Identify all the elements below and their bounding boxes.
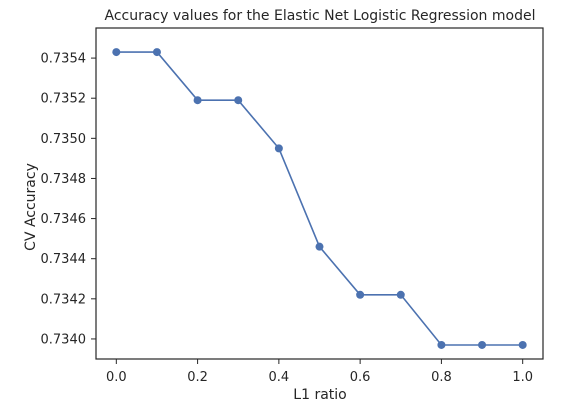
data-point bbox=[356, 290, 365, 299]
y-tick-label: 0.7340 bbox=[41, 332, 87, 347]
x-tick-label: 0.0 bbox=[106, 370, 127, 385]
data-point bbox=[274, 144, 283, 153]
data-point bbox=[112, 48, 121, 57]
y-tick-label: 0.7346 bbox=[41, 212, 87, 227]
y-axis: 0.7340 0.7342 0.7344 0.7346 0.7348 0.7350 0.73… bbox=[41, 52, 96, 347]
y-tick-label: 0.7352 bbox=[41, 92, 87, 107]
series-line bbox=[116, 51, 523, 346]
x-axis: 0.0 0.2 0.4 0.6 0.8 1.0 bbox=[106, 359, 533, 385]
y-tick-label: 0.7348 bbox=[41, 172, 87, 187]
x-tick-label: 0.2 bbox=[187, 370, 208, 385]
data-point bbox=[437, 340, 446, 349]
y-axis-label: CV Accuracy bbox=[23, 163, 39, 251]
x-tick-label: 0.4 bbox=[269, 370, 290, 385]
data-point bbox=[478, 340, 487, 349]
data-point bbox=[234, 96, 243, 105]
data-point bbox=[518, 340, 527, 349]
x-axis-label: L1 ratio bbox=[293, 387, 346, 403]
plot-frame bbox=[95, 27, 544, 360]
y-tick-label: 0.7354 bbox=[41, 52, 87, 67]
series-layer bbox=[112, 48, 527, 349]
x-tick-label: 1.0 bbox=[512, 370, 533, 385]
x-tick-label: 0.8 bbox=[431, 370, 452, 385]
data-point bbox=[315, 242, 324, 251]
chart-title: Accuracy values for the Elastic Net Logi… bbox=[105, 8, 536, 24]
y-tick-label: 0.7344 bbox=[41, 252, 87, 267]
y-tick-label: 0.7350 bbox=[41, 132, 87, 147]
data-point bbox=[152, 48, 161, 57]
data-point bbox=[396, 290, 405, 299]
x-tick-label: 0.6 bbox=[350, 370, 371, 385]
y-tick-label: 0.7342 bbox=[41, 292, 87, 307]
data-point bbox=[193, 96, 202, 105]
